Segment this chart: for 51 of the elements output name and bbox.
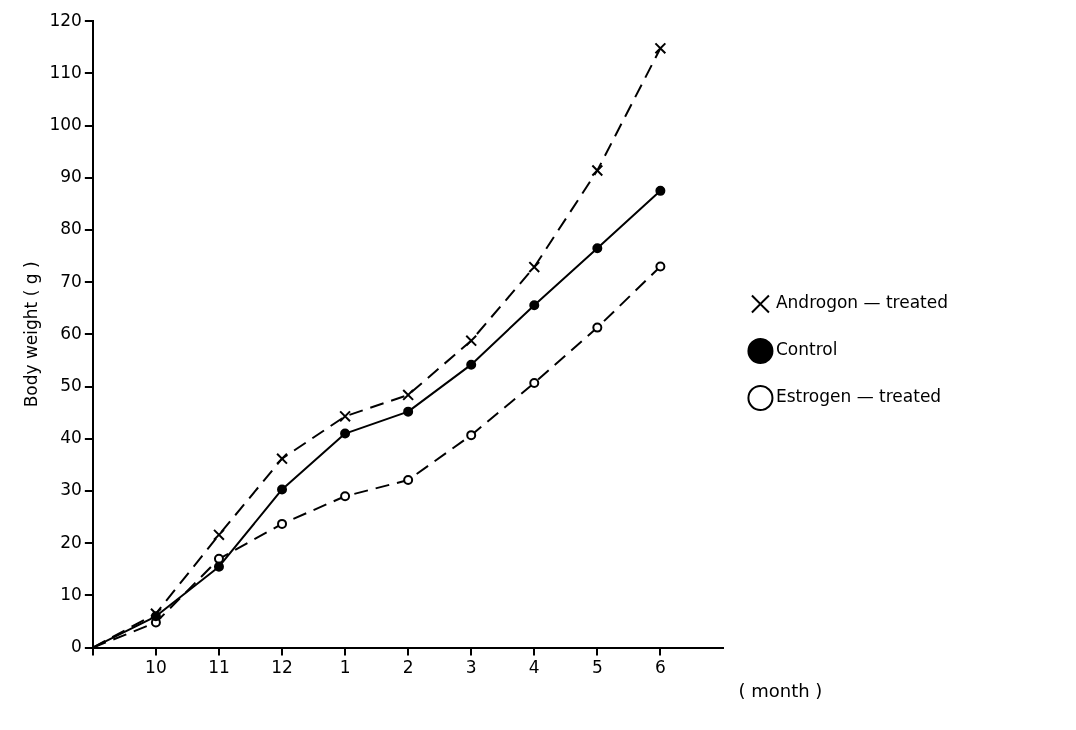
y-tick-label: 110 — [49, 61, 82, 82]
point — [529, 377, 540, 388]
y-tick-label: 100 — [49, 114, 82, 135]
point — [465, 334, 478, 347]
legend-label: Androgon — treated — [775, 292, 948, 313]
x-tick-label: 4 — [528, 657, 540, 678]
point — [591, 164, 604, 177]
y-tick-label: 60 — [60, 322, 82, 343]
point — [213, 561, 224, 572]
point — [213, 528, 225, 541]
point — [466, 430, 477, 441]
y-tick-label: 50 — [60, 375, 82, 396]
y-tick-label: 120 — [49, 9, 82, 30]
point — [276, 452, 288, 465]
y-tick-label: 70 — [60, 270, 82, 291]
point — [655, 261, 666, 272]
point — [403, 406, 414, 417]
x-tick-label: 5 — [591, 657, 603, 678]
point — [340, 428, 351, 439]
point — [340, 491, 351, 502]
x-tick-label: 3 — [465, 657, 477, 678]
point — [654, 42, 667, 55]
x-tick-label: 1 — [339, 657, 351, 678]
x-tick-label: 2 — [402, 657, 414, 678]
x-tick-label: 11 — [208, 657, 230, 678]
x-tick-label: 12 — [271, 657, 293, 678]
y-axis-title: Body weight ( g ) — [20, 261, 41, 408]
legend-label: Estrogen — treated — [775, 386, 942, 407]
point — [339, 410, 352, 423]
point — [528, 261, 541, 274]
point — [592, 243, 603, 254]
y-tick-label: 30 — [60, 479, 82, 500]
point — [277, 518, 288, 529]
y-tick-label: 10 — [60, 583, 82, 604]
y-tick-label: 20 — [60, 531, 82, 552]
legend-label: Control — [775, 339, 838, 360]
point — [402, 389, 415, 401]
point — [277, 484, 288, 495]
y-tick-label: 90 — [60, 166, 82, 187]
y-tick-label: 80 — [60, 218, 82, 239]
point — [592, 322, 603, 333]
point — [655, 185, 666, 196]
point — [466, 359, 477, 370]
y-tick-label: 40 — [60, 427, 82, 448]
point — [529, 300, 540, 311]
x-tick-label: 6 — [654, 657, 666, 678]
x-axis-title: ( month ) — [738, 680, 823, 702]
point — [403, 475, 414, 486]
y-tick-label: 0 — [71, 636, 82, 657]
x-tick-label: 10 — [145, 657, 167, 678]
point — [149, 607, 162, 620]
